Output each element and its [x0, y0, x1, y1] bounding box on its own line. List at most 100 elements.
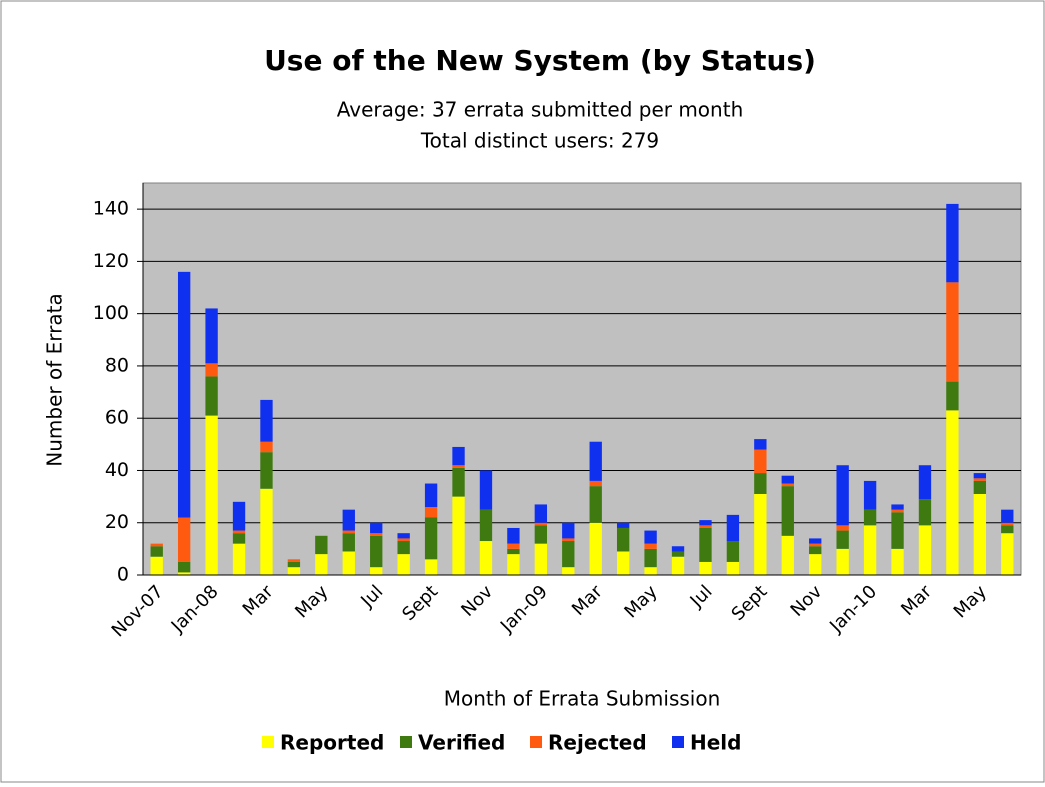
x-axis-label: Month of Errata Submission: [444, 687, 721, 711]
bar-segment: [479, 470, 493, 510]
bar-segment: [781, 486, 794, 536]
bar-segment: [946, 410, 959, 575]
bar-segment: [342, 551, 355, 575]
bar-segment: [205, 376, 218, 416]
bar-segment: [863, 509, 877, 526]
bar-segment: [479, 509, 493, 542]
bar-segment: [342, 509, 355, 531]
bar-segment: [397, 541, 410, 555]
bar-segment: [918, 465, 932, 500]
legend-label: Rejected: [548, 731, 647, 755]
bar-segment: [507, 554, 520, 575]
y-axis-label: Number of Errata: [43, 293, 67, 466]
bar-segment: [397, 554, 410, 575]
bar-segment: [589, 522, 602, 575]
bar-segment: [836, 525, 849, 531]
bar-segment: [863, 525, 877, 575]
bar-segment: [699, 525, 712, 528]
bar-segment: [946, 381, 959, 411]
bar-segment: [973, 478, 987, 481]
bar-segment: [232, 533, 246, 544]
bar-segment: [836, 548, 849, 575]
bar-segment: [287, 561, 301, 568]
bar-segment: [177, 572, 191, 575]
bar-segment: [562, 522, 575, 539]
bar-segment: [616, 551, 630, 575]
bar-segment: [973, 473, 987, 479]
bar-segment: [424, 507, 438, 518]
bar-segment: [781, 483, 794, 487]
bar-segment: [918, 525, 932, 575]
bar-segment: [150, 543, 163, 547]
bar-segment: [205, 415, 218, 575]
bar-segment: [1001, 533, 1014, 575]
bar-segment: [671, 551, 685, 557]
bar-segment: [452, 496, 465, 575]
bar-segment: [342, 530, 355, 534]
bar-segment: [809, 554, 822, 575]
legend-label: Verified: [418, 731, 505, 755]
bar-segment: [177, 561, 191, 573]
bar-segment: [424, 559, 438, 575]
bar-segment: [260, 452, 273, 489]
bar-segment: [863, 480, 877, 510]
bar-segment: [754, 449, 767, 474]
bar-segment: [315, 535, 328, 555]
y-tick-label: 100: [93, 302, 129, 324]
bar-segment: [644, 530, 657, 544]
chart-subtitle: Total distinct users: 279: [420, 129, 659, 153]
bar-segment: [891, 504, 904, 510]
bar-segment: [946, 203, 959, 283]
bar-segment: [973, 493, 987, 575]
bar-segment: [589, 486, 602, 523]
bar-segment: [644, 567, 657, 575]
bar-segment: [507, 527, 520, 544]
bar-segment: [232, 501, 246, 531]
bar-segment: [507, 543, 520, 549]
bar-segment: [1001, 509, 1014, 523]
bar-segment: [562, 541, 575, 568]
bar-segment: [699, 561, 712, 575]
y-tick-label: 60: [105, 407, 129, 429]
bar-segment: [726, 514, 740, 542]
y-tick-label: 40: [105, 459, 129, 481]
bar-segment: [891, 509, 904, 513]
bar-segment: [150, 546, 163, 557]
bar-segment: [260, 399, 273, 442]
bar-segment: [479, 541, 493, 575]
bar-segment: [205, 363, 218, 377]
y-tick-label: 0: [117, 564, 129, 586]
bar-segment: [616, 522, 630, 528]
bar-segment: [781, 475, 794, 484]
bar-segment: [534, 525, 548, 544]
bar-segment: [452, 446, 465, 466]
bar-segment: [562, 567, 575, 575]
bar-segment: [891, 512, 904, 549]
bar-segment: [260, 441, 273, 453]
bar-segment: [754, 439, 767, 450]
bar-segment: [589, 480, 602, 487]
bar-segment: [534, 543, 548, 575]
bar-segment: [534, 504, 548, 523]
bar-segment: [370, 567, 383, 575]
bar-segment: [891, 548, 904, 575]
legend-swatch: [530, 736, 542, 748]
bar-segment: [973, 480, 987, 494]
bar-segment: [726, 541, 740, 562]
bar-segment: [150, 556, 163, 575]
bar-segment: [754, 493, 767, 575]
bar-segment: [754, 473, 767, 494]
bar-segment: [177, 271, 191, 518]
bar-segment: [809, 546, 822, 555]
bar-segment: [424, 517, 438, 560]
bar-segment: [370, 533, 383, 536]
bar-segment: [671, 556, 685, 575]
y-tick-label: 80: [105, 354, 129, 376]
bar-segment: [534, 522, 548, 526]
bar-segment: [589, 441, 602, 481]
y-tick-label: 120: [93, 250, 129, 272]
legend-swatch: [262, 736, 274, 748]
bar-segment: [342, 533, 355, 552]
legend-label: Reported: [280, 731, 384, 755]
